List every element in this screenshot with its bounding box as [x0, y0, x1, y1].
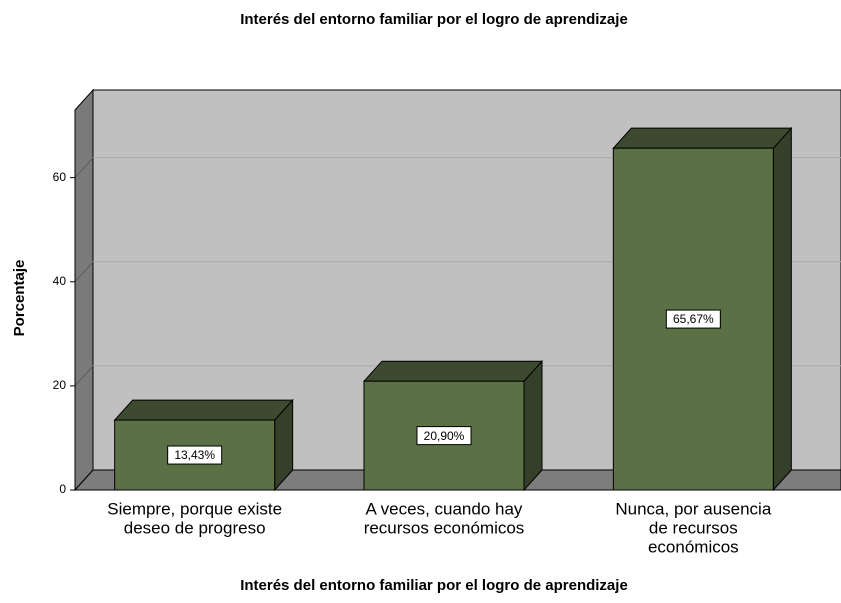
grid-line: [74, 157, 94, 179]
y-tick-label: 20: [53, 378, 67, 392]
grid-line: [74, 365, 94, 387]
x-tick-label: económicos: [648, 537, 739, 556]
bar: 65,67%: [612, 126, 793, 492]
y-tick-label: 60: [53, 170, 67, 184]
bar: 20,90%: [362, 359, 544, 492]
y-tick-label: 0: [59, 482, 66, 496]
left-wall: [74, 88, 94, 492]
x-tick-label: A veces, cuando hay: [366, 499, 523, 518]
bar-top: [362, 360, 544, 382]
bar-top: [612, 127, 793, 149]
x-tick-label: de recursos: [649, 518, 738, 537]
bar-side: [523, 359, 543, 492]
bar-top: [113, 399, 294, 421]
bar: 13,43%: [113, 398, 294, 492]
grid-line: [74, 261, 94, 283]
x-tick-label: Siempre, porque existe: [107, 499, 282, 518]
value-label: 20,90%: [424, 429, 465, 443]
value-label-box: [665, 309, 721, 329]
y-axis-title: Porcentaje: [11, 260, 28, 337]
value-label: 13,43%: [174, 448, 215, 462]
x-tick-label: Nunca, por ausencia: [615, 499, 771, 518]
value-label-box: [416, 426, 472, 446]
value-label-box: [167, 445, 223, 465]
x-axis-title: Interés del entorno familiar por el logr…: [240, 577, 628, 594]
x-tick-label: deseo de progreso: [124, 518, 266, 537]
chart-title: Interés del entorno familiar por el logr…: [240, 11, 628, 28]
bar-side: [772, 126, 792, 492]
x-tick-label: recursos económicos: [364, 518, 525, 537]
value-label: 65,67%: [673, 312, 714, 326]
y-tick-label: 40: [53, 274, 67, 288]
